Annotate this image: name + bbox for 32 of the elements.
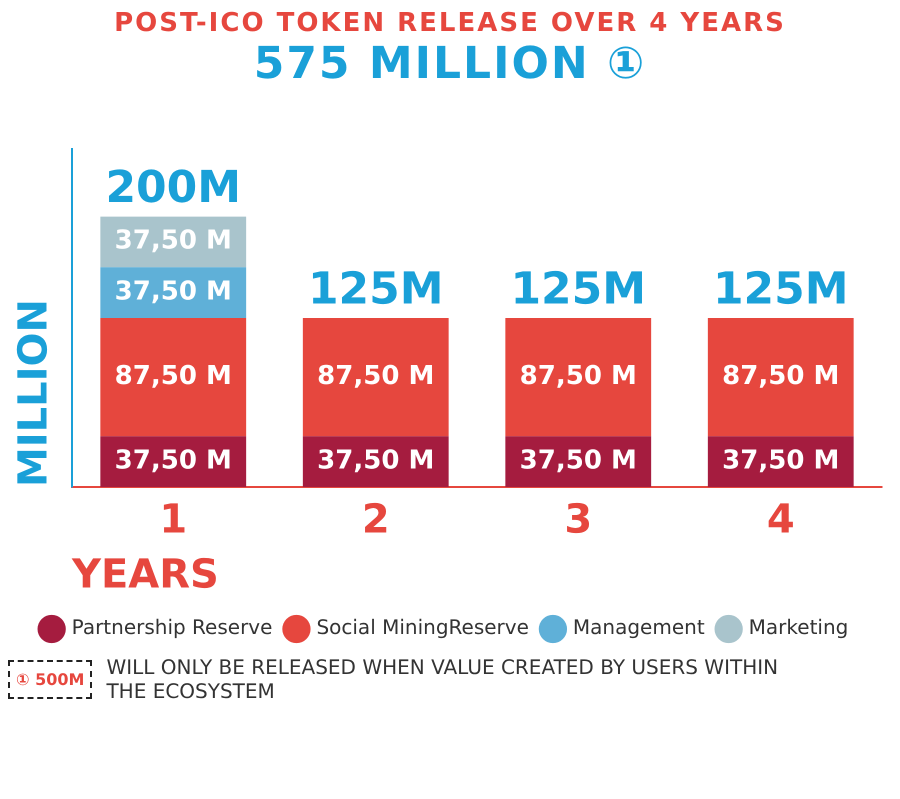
total-label: 125M [308,263,444,314]
bar [708,318,854,436]
total-label: 125M [712,263,849,314]
legend-label: Marketing [748,615,848,640]
x-tick-label: 1 [159,496,188,542]
x-tick-label: 4 [766,496,795,542]
data-label: 37,50 M [520,445,637,476]
x-tick-label: 2 [362,496,390,542]
data-label: 87,50 M [520,360,637,391]
data-label: 87,50 M [722,360,840,391]
chart-subtitle: 575 MILLION ① [252,38,648,89]
y-axis-title: MILLION [10,298,56,487]
bar [100,318,246,436]
chart-title: POST-ICO TOKEN RELEASE OVER 4 YEARS [113,8,787,38]
data-label: 37,50 M [722,445,840,476]
data-label: 37,50 M [114,276,232,306]
text: WILL ONLY BE RELEASED WHEN VALUE CREATED BY USERS WITHIN THE ECOSYSTEM [106,655,780,703]
total-label: 125M [510,263,646,314]
total-label: 200M [105,162,242,214]
data-label: 87,50 M [114,360,232,391]
legend-label: Partnership Reserve [72,615,272,640]
bar [505,318,652,436]
legend-label: Social MiningReserve [316,615,529,640]
data-label: 37,50 M [114,445,232,476]
data-label: 37,50 M [317,445,434,476]
bar [302,318,449,436]
x-tick-label: 3 [564,496,592,542]
x-axis-title: YEARS [71,551,219,598]
data-label: 87,50 M [317,360,434,391]
legend-label: Management [572,615,705,640]
data-label: 37,50 M [114,226,232,256]
text: ① 500M [8,660,92,698]
